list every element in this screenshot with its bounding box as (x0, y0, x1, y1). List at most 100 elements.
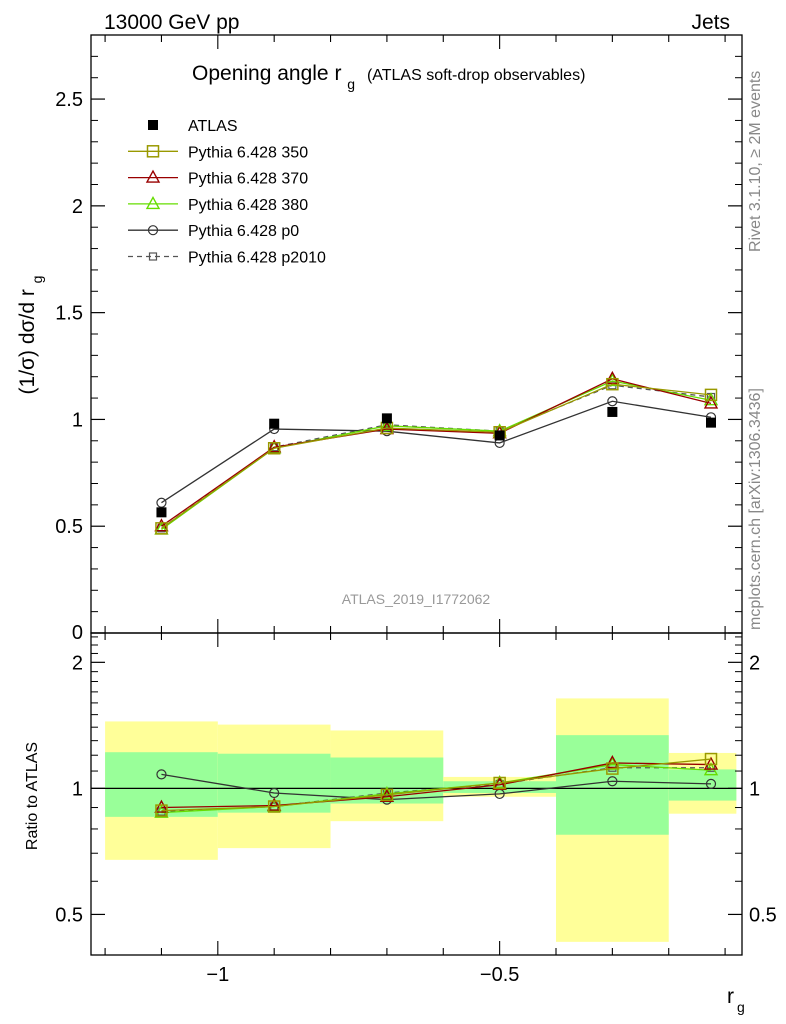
ratio-uncertainty-band-inner (217, 753, 331, 813)
main-series-atlas (156, 406, 716, 518)
ratio-point-2 (379, 785, 395, 800)
legend-label: Pythia 6.428 p0 (188, 223, 299, 240)
svg-text:Opening angle r g: Opening angle r g (ATLAS soft-drop obser… (192, 62, 585, 94)
legend-item-atlas: ATLAS (148, 118, 238, 135)
main-series-line (161, 384, 712, 529)
ratio-point-0 (154, 799, 169, 813)
main-point-1 (267, 442, 281, 455)
header-left: 13000 GeV pp (104, 11, 239, 34)
ratio-y-tick-label-left: 2 (72, 652, 83, 674)
main-point-5 (706, 417, 716, 428)
ratio-y-tick-label-left: 1 (72, 778, 83, 800)
ratio-uncertainty-band-inner (668, 769, 737, 801)
ratio-series-pythia-6-428-350 (155, 752, 718, 817)
main-title-suffix: (ATLAS soft-drop observables) (367, 67, 585, 84)
main-panel: Opening angle r g (ATLAS soft-drop obser… (55, 34, 743, 644)
ratio-point-4 (605, 754, 620, 769)
header-right: Jets (691, 11, 730, 34)
x-tick-label: −1 (206, 964, 229, 986)
legend-item-pythia-6-428-370: Pythia 6.428 370 (128, 169, 308, 188)
rivet-version-label: Rivet 3.1.10, ≥ 2M events (747, 71, 764, 252)
main-series-pythia-6-428-350 (155, 377, 718, 535)
main-point-0 (155, 522, 168, 535)
main-y-tick-label: 2 (72, 196, 83, 218)
main-point-4 (605, 370, 620, 385)
ratio-point-1 (269, 787, 280, 799)
ratio-y-tick-label-right: 1 (749, 778, 760, 800)
x-axis-label: r g (727, 985, 745, 1015)
legend-label: Pythia 6.428 380 (188, 197, 308, 214)
main-y-axis-label-sub: g (29, 276, 45, 284)
ratio-y-tick-label-right: 0.5 (749, 904, 777, 926)
ratio-plot-frame (90, 632, 743, 956)
main-point-0 (154, 518, 169, 532)
ratio-point-1 (267, 797, 282, 811)
ratio-point-5 (703, 756, 719, 770)
main-point-1 (269, 418, 280, 429)
main-y-tick-label: 2.5 (55, 89, 83, 111)
main-point-0 (156, 497, 167, 508)
legend-item-pythia-6-428-380: Pythia 6.428 380 (128, 195, 308, 214)
main-series-line (161, 400, 712, 504)
ratio-y-tick-label-right: 2 (749, 652, 760, 674)
ratio-point-0 (155, 804, 168, 817)
main-title: Opening angle r g (ATLAS soft-drop obser… (192, 62, 585, 94)
ratio-series-line (161, 758, 712, 812)
ratio-panel: 0.5 0.5 1 1 2 2 −1 −0.5 (55, 632, 777, 986)
ratio-point-3 (493, 776, 506, 790)
x-axis-label-sub: g (737, 999, 745, 1015)
legend-swatch-marker (148, 120, 158, 130)
main-point-4 (606, 377, 619, 391)
main-y-axis-label-text: (1/σ) dσ/d r (16, 289, 39, 394)
main-series-pythia-6-428-370 (154, 370, 719, 532)
x-tick-label: −0.5 (480, 964, 519, 986)
main-point-1 (267, 439, 282, 453)
main-y-zero-label: 0 (72, 622, 83, 644)
main-series-pythia-6-428-380 (154, 373, 719, 535)
ratio-point-5 (704, 752, 718, 766)
x-axis-label-text: r (727, 985, 734, 1008)
main-point-5 (703, 392, 719, 406)
legend-item-pythia-6-428-350: Pythia 6.428 350 (128, 144, 308, 161)
main-point-4 (607, 406, 618, 417)
legend-swatch-marker (147, 225, 159, 236)
main-series-line (161, 383, 712, 529)
analysis-watermark: ATLAS_2019_I1772062 (342, 591, 491, 607)
main-point-3 (494, 430, 505, 441)
main-series-line (161, 378, 712, 527)
legend-item-pythia-6-428-p2010: Pythia 6.428 p2010 (128, 250, 326, 267)
ratio-series-line (161, 773, 712, 801)
legend-swatch-marker (148, 252, 158, 261)
legend-item-pythia-6-428-p0: Pythia 6.428 p0 (128, 223, 299, 240)
main-point-0 (156, 507, 167, 518)
legend-swatch-marker (146, 145, 160, 158)
main-point-5 (704, 388, 718, 402)
main-point-2 (381, 413, 392, 424)
svg-text:(1/σ) dσ/d r g: (1/σ) dσ/d r g (16, 276, 45, 395)
ratio-point-1 (267, 800, 281, 813)
main-point-2 (379, 417, 395, 432)
ratio-point-5 (705, 778, 717, 789)
ratio-y-tick-label-left: 0.5 (55, 904, 83, 926)
legend-swatch-marker (145, 169, 161, 183)
legend-label: Pythia 6.428 p2010 (188, 250, 326, 267)
main-title-text: Opening angle r (192, 62, 341, 85)
legend-label: ATLAS (188, 118, 238, 135)
ratio-y-axis-label: Ratio to ATLAS (24, 742, 41, 850)
legend-swatch-marker (145, 195, 161, 210)
main-y-tick-label: 1.5 (55, 303, 83, 325)
ratio-uncertainty-band-inner (330, 757, 444, 804)
main-point-5 (703, 395, 719, 409)
main-point-4 (607, 396, 618, 407)
main-y-tick-label: 1 (72, 409, 83, 431)
main-y-tick-label: 0.5 (55, 516, 83, 538)
legend-label: Pythia 6.428 350 (188, 144, 308, 161)
ratio-point-2 (380, 788, 394, 802)
main-title-sub: g (347, 76, 355, 92)
mcplots-credit-label: mcplots.cern.ch [arXiv:1306.3436] (747, 388, 764, 630)
ratio-point-4 (607, 776, 618, 787)
ratio-point-0 (156, 769, 167, 780)
ratio-uncertainty-band-inner (556, 735, 669, 835)
ratio-series-line (161, 762, 712, 809)
